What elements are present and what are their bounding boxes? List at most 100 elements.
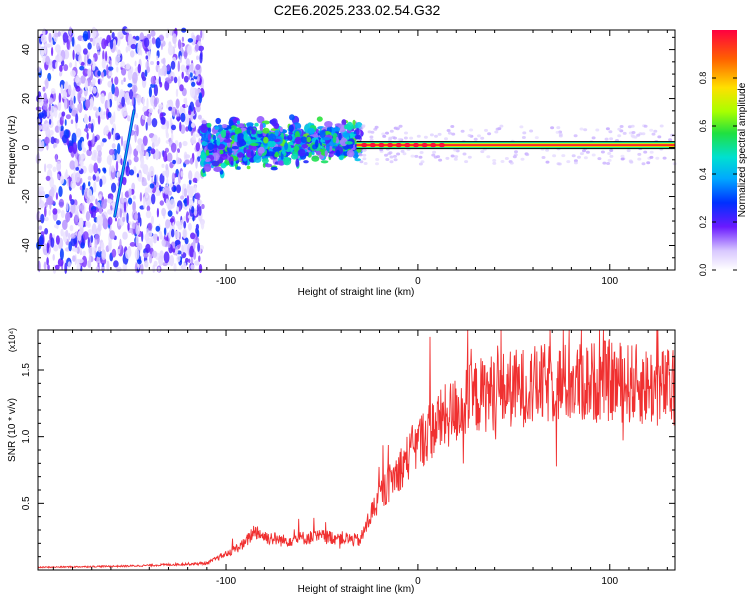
- heatmap-cell: [84, 79, 89, 92]
- heatmap-cell: [324, 121, 333, 128]
- heatmap-cell: [636, 133, 641, 137]
- heatmap-cell: [201, 203, 205, 210]
- heatmap-cell: [188, 73, 191, 80]
- heatmap-cell: [90, 96, 94, 107]
- snr-y-axis-label: SNR (10 * v/v): [7, 398, 18, 462]
- heatmap-cell: [179, 121, 182, 132]
- heatmap-cell: [68, 175, 71, 188]
- heatmap-cell: [48, 118, 52, 125]
- heatmap-cell: [361, 125, 366, 128]
- heatmap-cell: [335, 149, 341, 157]
- heatmap-cell: [127, 69, 133, 81]
- heatmap-cell: [659, 124, 664, 128]
- heatmap-cell: [585, 150, 590, 154]
- heatmap-cell: [462, 152, 467, 156]
- heatmap-cell: [162, 187, 165, 194]
- heatmap-cell: [132, 71, 138, 84]
- heatmap-cell: [193, 106, 196, 115]
- heatmap-cell: [70, 199, 75, 205]
- heatmap-cell: [92, 174, 97, 181]
- heatmap-cell: [176, 184, 181, 194]
- heatmap-cell: [272, 146, 282, 152]
- heatmap-cell: [116, 171, 121, 178]
- heatmap-cell: [404, 142, 411, 148]
- heatmap-cell: [657, 135, 662, 139]
- heatmap-cell: [116, 135, 121, 140]
- heatmap-cell: [492, 161, 497, 165]
- heatmap-cell: [44, 206, 47, 218]
- heatmap-cell: [609, 137, 614, 141]
- heatmap-cell: [83, 128, 89, 132]
- heatmap-cell: [125, 63, 131, 70]
- heatmap-cell: [50, 136, 55, 145]
- heatmap-cell: [150, 83, 156, 88]
- heatmap-cell: [54, 264, 60, 270]
- heatmap-cell: [525, 153, 530, 157]
- heatmap-cell: [131, 95, 134, 106]
- heatmap-cell: [147, 222, 153, 231]
- heatmap-cell: [591, 153, 596, 157]
- heatmap-cell: [167, 210, 173, 217]
- heatmap-cell: [342, 132, 350, 138]
- heatmap-cell: [48, 32, 52, 43]
- heatmap-cell: [116, 35, 121, 47]
- heatmap-cell: [136, 124, 139, 137]
- heatmap-cell: [195, 223, 199, 230]
- heatmap-cell: [151, 37, 156, 45]
- heatmap-cell: [92, 36, 96, 47]
- heatmap-cell: [197, 156, 201, 162]
- heatmap-cell: [653, 129, 658, 133]
- heatmap-cell: [142, 105, 148, 113]
- heatmap-cell: [243, 157, 248, 162]
- heatmap-cell: [125, 46, 129, 53]
- heatmap-cell: [188, 258, 191, 264]
- heatmap-cell: [100, 93, 105, 104]
- snr-axis-ticks: -100 0 100 0.5 1.0 1.5: [21, 330, 675, 587]
- y-tick-label: 1.0: [21, 429, 32, 443]
- heatmap-cell: [165, 163, 169, 171]
- heatmap-cell: [72, 255, 76, 262]
- heatmap-cell: [637, 152, 642, 156]
- heatmap-cell: [446, 129, 451, 132]
- heatmap-cell: [107, 111, 112, 118]
- heatmap-cell: [573, 161, 578, 165]
- heatmap-cell: [101, 38, 107, 50]
- heatmap-cell: [133, 155, 139, 163]
- heatmap-cell: [320, 160, 329, 164]
- heatmap-cell: [175, 220, 181, 227]
- heatmap-cell: [287, 134, 293, 141]
- heatmap-cell: [606, 162, 611, 165]
- heatmap-cell: [143, 37, 150, 48]
- heatmap-cell: [86, 188, 93, 199]
- heatmap-cell: [583, 128, 588, 132]
- heatmap-cell: [74, 172, 81, 183]
- heatmap-cell: [161, 207, 167, 217]
- heatmap-cell: [201, 120, 207, 125]
- heatmap-cell: [156, 55, 159, 61]
- heatmap-cell: [325, 143, 330, 153]
- heatmap-cell: [88, 246, 95, 257]
- heatmap-cell: [159, 200, 164, 206]
- heatmap-cell: [631, 135, 636, 139]
- heatmap-cell: [230, 160, 234, 166]
- heatmap-cell: [153, 97, 158, 108]
- heatmap-cell: [168, 230, 172, 239]
- heatmap-cell: [195, 133, 200, 138]
- heatmap-cell: [52, 254, 55, 261]
- heatmap-cell: [109, 39, 114, 50]
- heatmap-cell: [334, 127, 341, 132]
- heatmap-cell: [519, 125, 524, 129]
- heatmap-cell: [389, 160, 394, 164]
- x-tick-label: 100: [601, 276, 618, 287]
- heatmap-cell: [129, 169, 135, 176]
- heatmap-cell: [55, 44, 61, 53]
- heatmap-cell: [431, 153, 436, 157]
- heatmap-cell: [127, 83, 133, 88]
- heatmap-cell: [186, 195, 190, 206]
- y-tick-label: 40: [21, 44, 32, 56]
- heatmap-cell: [393, 136, 397, 140]
- heatmap-cell: [557, 162, 562, 166]
- heatmap-cell: [630, 124, 635, 128]
- heatmap-cell: [114, 95, 118, 102]
- heatmap-cell: [246, 165, 251, 170]
